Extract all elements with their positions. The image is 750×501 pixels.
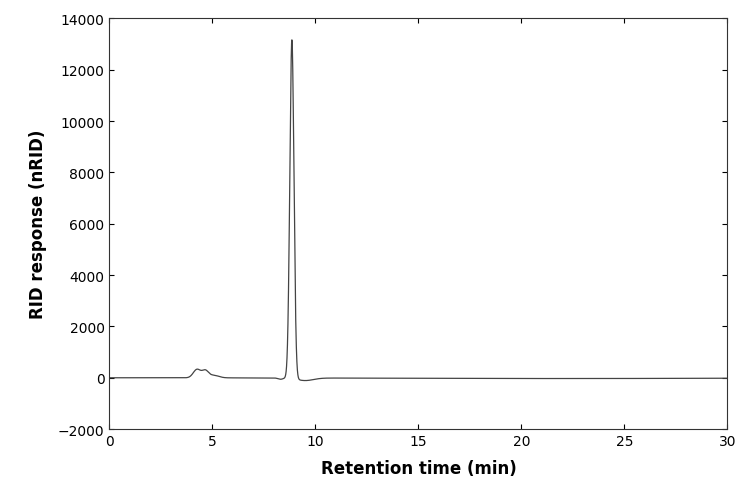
Y-axis label: RID response (nRID): RID response (nRID) xyxy=(29,130,47,319)
X-axis label: Retention time (min): Retention time (min) xyxy=(320,459,516,477)
